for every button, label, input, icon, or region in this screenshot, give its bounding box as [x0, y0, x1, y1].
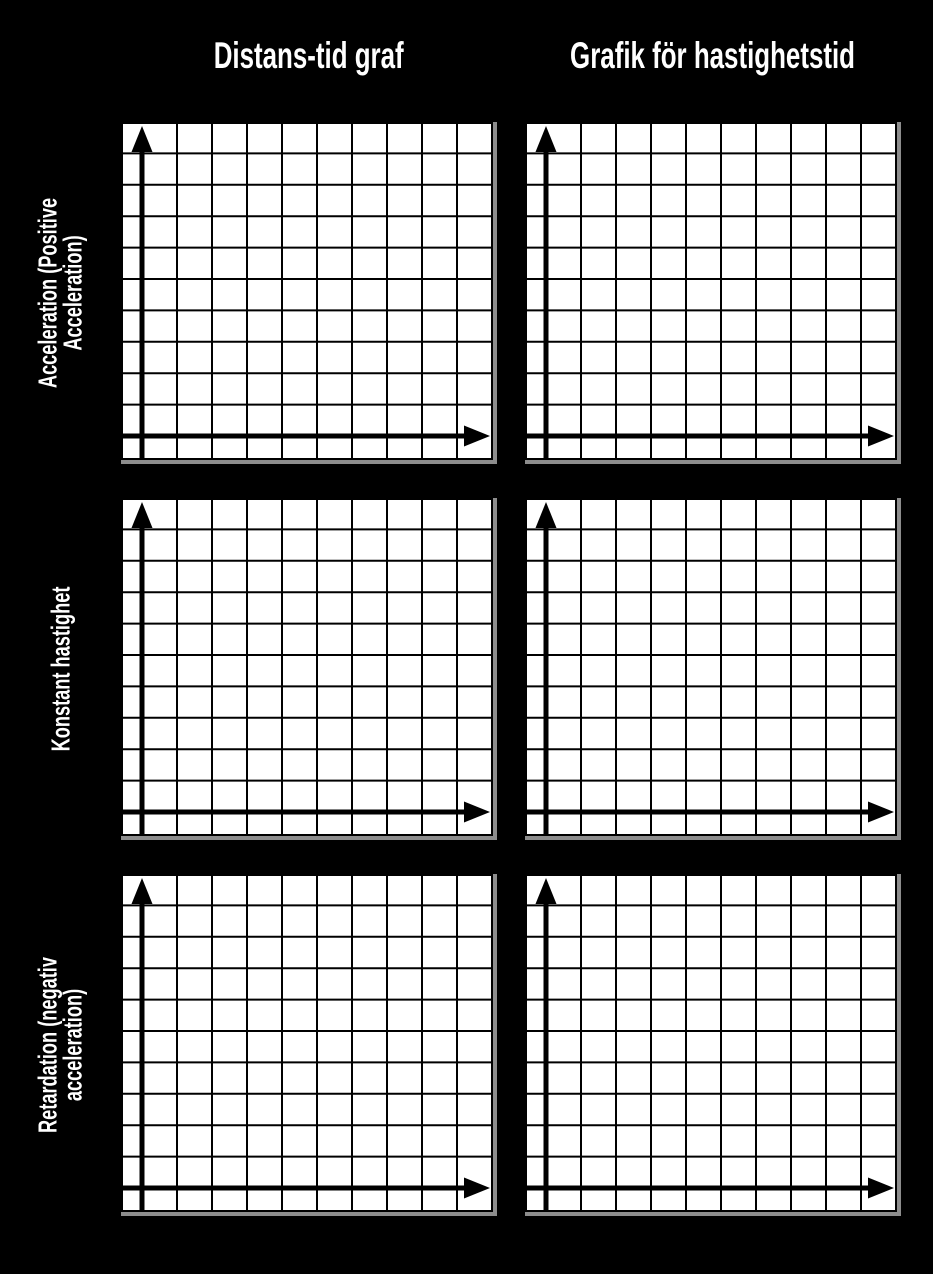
- y-axis-arrow-icon: [535, 126, 557, 152]
- grid-border: [525, 122, 897, 460]
- x-axis-arrow-icon: [868, 1177, 894, 1199]
- row-label-text: Konstant hastighet: [44, 586, 75, 752]
- grid-lines: [525, 498, 897, 836]
- column-header-velocity-time-graph: Grafik för hastighetstid: [525, 0, 901, 122]
- grid-lines: [525, 874, 897, 1212]
- column-header-label: Grafik för hastighetstid: [570, 35, 856, 76]
- graph-panel-distance-time-deceleration: [121, 874, 497, 1216]
- grid-border: [525, 874, 897, 1212]
- row-label-text: Retardation (negativ acceleration): [32, 957, 88, 1133]
- grid-lines: [525, 122, 897, 460]
- grid-lines: [121, 874, 493, 1212]
- x-axis-arrow-icon: [464, 1177, 490, 1199]
- graph-panel-velocity-time-constant-speed: [525, 498, 901, 840]
- x-axis-arrow-icon: [868, 425, 894, 447]
- grid-border: [121, 498, 493, 836]
- graph-panel-distance-time-constant-speed: [121, 498, 497, 840]
- y-axis-arrow-icon: [131, 878, 153, 904]
- y-axis-arrow-icon: [131, 502, 153, 528]
- grid-border: [121, 874, 493, 1212]
- grid-lines: [121, 122, 493, 460]
- grid-svg: [121, 122, 493, 460]
- column-header-label: Distans-tid graf: [214, 35, 404, 76]
- grid-lines: [121, 498, 493, 836]
- y-axis-arrow-icon: [535, 502, 557, 528]
- column-header-distance-time-graph: Distans-tid graf: [121, 0, 497, 122]
- graph-panel-distance-time-acceleration: [121, 122, 497, 464]
- row-label-acceleration: Acceleration (Positive Acceleration): [0, 122, 121, 464]
- grid-border: [525, 498, 897, 836]
- x-axis-arrow-icon: [464, 425, 490, 447]
- grid-border: [121, 122, 493, 460]
- grid-svg: [525, 122, 897, 460]
- grid-svg: [121, 498, 493, 836]
- y-axis-arrow-icon: [131, 126, 153, 152]
- y-axis-arrow-icon: [535, 878, 557, 904]
- graph-panel-velocity-time-deceleration: [525, 874, 901, 1216]
- x-axis-arrow-icon: [868, 801, 894, 823]
- x-axis-arrow-icon: [464, 801, 490, 823]
- row-label-constant-speed: Konstant hastighet: [0, 498, 121, 840]
- row-label-deceleration: Retardation (negativ acceleration): [0, 874, 121, 1216]
- grid-svg: [121, 874, 493, 1212]
- graph-panel-velocity-time-acceleration: [525, 122, 901, 464]
- grid-svg: [525, 874, 897, 1212]
- row-label-text: Acceleration (Positive Acceleration): [32, 197, 88, 389]
- grid-svg: [525, 498, 897, 836]
